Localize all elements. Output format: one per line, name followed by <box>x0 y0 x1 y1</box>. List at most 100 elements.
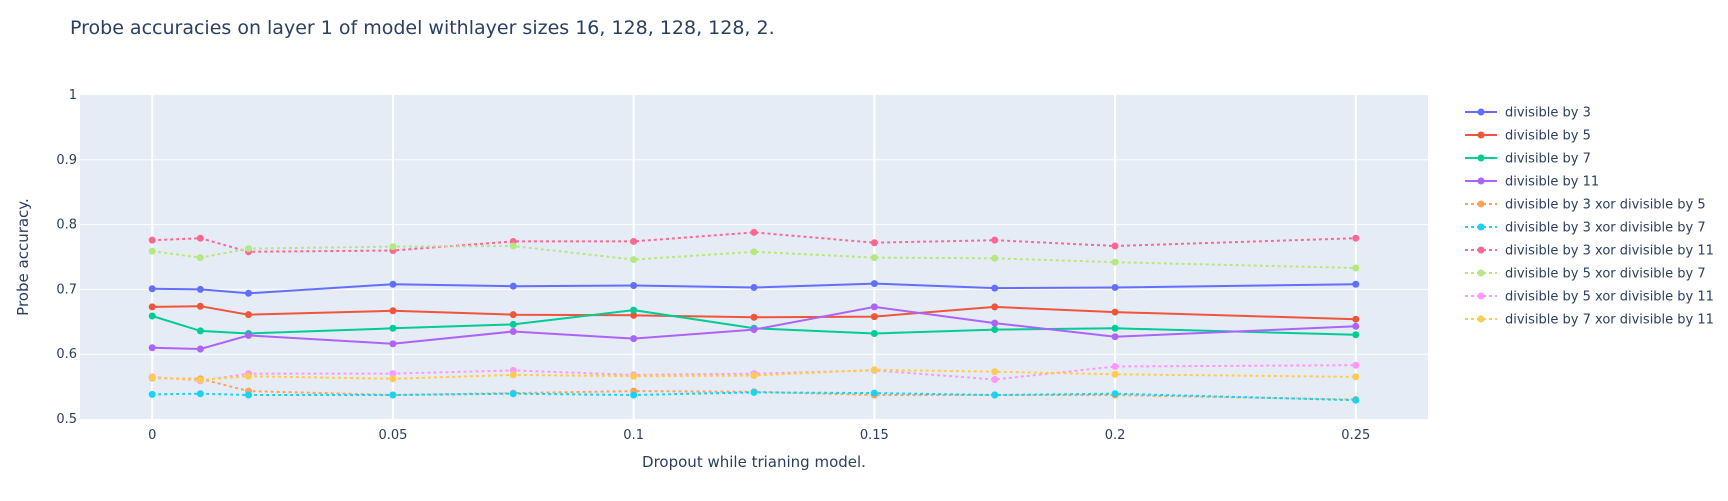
y-tick-label: 0.7 <box>56 282 77 297</box>
data-point <box>196 345 204 353</box>
data-point <box>196 285 204 293</box>
legend-item[interactable]: divisible by 11 <box>1465 175 1599 190</box>
data-point <box>1111 283 1119 291</box>
data-point <box>870 329 878 337</box>
data-point <box>245 311 252 319</box>
data-point <box>148 236 156 244</box>
data-point <box>750 388 758 396</box>
data-point <box>509 282 517 290</box>
series-8 <box>148 242 1360 272</box>
legend-item[interactable]: divisible by 3 <box>1465 106 1591 121</box>
legend-item[interactable]: divisible by 7 <box>1465 152 1591 167</box>
legend-marker <box>1477 269 1485 277</box>
data-point <box>245 245 252 253</box>
data-point <box>1352 322 1360 330</box>
legend-marker <box>1477 292 1485 300</box>
x-tick-label: 0.15 <box>860 428 889 443</box>
data-point <box>991 236 999 244</box>
data-point <box>389 280 397 288</box>
data-point <box>196 390 204 398</box>
data-point <box>991 319 999 327</box>
data-point <box>389 391 397 399</box>
data-point <box>630 306 638 314</box>
legend-marker <box>1477 154 1485 162</box>
legend-item[interactable]: divisible by 3 xor divisible by 11 <box>1465 244 1714 259</box>
legend-item[interactable]: divisible by 5 <box>1465 129 1591 144</box>
x-tick-label: 0 <box>148 428 156 443</box>
data-point <box>148 390 156 398</box>
x-tick-label: 0.25 <box>1341 428 1370 443</box>
data-point <box>148 374 156 382</box>
y-tick-labels: 0.5 0.6 0.7 0.8 0.9 1 <box>56 88 77 427</box>
data-point <box>750 248 758 256</box>
data-point <box>509 311 517 319</box>
data-point <box>509 390 517 398</box>
series-1 <box>148 280 1360 297</box>
data-point <box>1111 242 1119 250</box>
data-point <box>389 243 397 251</box>
data-point <box>1111 390 1119 398</box>
y-axis-title: Probe accuracy. <box>14 198 32 316</box>
legend-label: divisible by 3 xor divisible by 11 <box>1505 244 1714 259</box>
data-point <box>389 324 397 332</box>
legend-item[interactable]: divisible by 5 xor divisible by 7 <box>1465 267 1706 282</box>
data-point <box>991 368 999 376</box>
legend-marker <box>1477 246 1485 254</box>
data-point <box>991 375 999 383</box>
data-point <box>630 256 638 264</box>
data-point <box>1352 280 1360 288</box>
legend-marker <box>1477 223 1485 231</box>
data-point <box>148 285 156 293</box>
data-point <box>245 391 252 399</box>
data-point <box>630 391 638 399</box>
data-point <box>630 282 638 290</box>
legend-label: divisible by 3 xor divisible by 7 <box>1505 221 1706 236</box>
y-tick-label: 0.6 <box>56 347 77 362</box>
data-point <box>1352 396 1360 404</box>
legend[interactable]: divisible by 3 divisible by 5 divisible by… <box>1465 106 1714 328</box>
y-tick-label: 0.9 <box>56 153 77 168</box>
legend-item[interactable]: divisible by 7 xor divisible by 11 <box>1465 313 1714 328</box>
data-point <box>1352 315 1360 323</box>
series-2 <box>148 302 1360 323</box>
data-point <box>196 327 204 335</box>
data-point <box>196 302 204 310</box>
data-point <box>196 234 204 242</box>
data-point <box>750 372 758 380</box>
data-point <box>991 391 999 399</box>
data-point <box>389 340 397 348</box>
legend-item[interactable]: divisible by 3 xor divisible by 5 <box>1465 198 1706 213</box>
legend-marker <box>1477 315 1485 323</box>
data-point <box>750 283 758 291</box>
data-point <box>750 326 758 334</box>
data-point <box>509 242 517 250</box>
legend-label: divisible by 3 xor divisible by 5 <box>1505 198 1706 213</box>
data-point <box>245 372 252 380</box>
data-point <box>1352 264 1360 272</box>
legend-label: divisible by 5 xor divisible by 7 <box>1505 267 1706 282</box>
legend-label: divisible by 11 <box>1505 175 1599 190</box>
data-point <box>389 307 397 315</box>
legend-item[interactable]: divisible by 5 xor divisible by 11 <box>1465 290 1714 305</box>
legend-label: divisible by 7 <box>1505 152 1591 167</box>
data-point <box>1111 324 1119 332</box>
data-point <box>1352 234 1360 242</box>
data-point <box>1111 308 1119 316</box>
legend-marker <box>1477 108 1485 116</box>
plot-area <box>80 95 1428 419</box>
data-point <box>630 372 638 380</box>
data-point <box>630 335 638 343</box>
data-point <box>750 313 758 321</box>
legend-item[interactable]: divisible by 3 xor divisible by 7 <box>1465 221 1706 236</box>
data-point <box>991 284 999 292</box>
data-point <box>750 228 758 236</box>
data-point <box>148 303 156 311</box>
data-point <box>245 331 252 339</box>
data-point <box>870 313 878 321</box>
legend-label: divisible by 7 xor divisible by 11 <box>1505 313 1714 328</box>
series-10 <box>148 366 1360 384</box>
data-point <box>389 375 397 383</box>
data-point <box>630 311 638 319</box>
data-point <box>509 328 517 336</box>
